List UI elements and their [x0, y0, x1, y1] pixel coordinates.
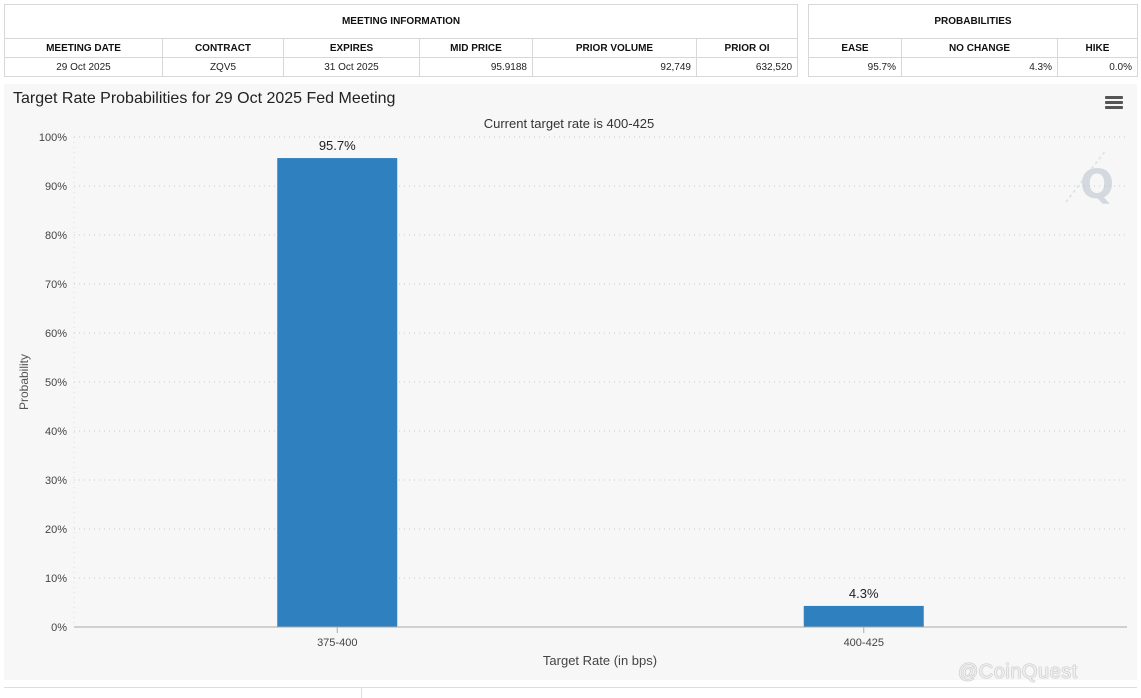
col-mid-price: MID PRICE [419, 38, 533, 58]
col-meeting-date: MEETING DATE [4, 38, 163, 58]
probabilities-header: PROBABILITIES [808, 4, 1138, 39]
chart-title: Target Rate Probabilities for 29 Oct 202… [13, 90, 396, 107]
col-no-change: NO CHANGE [901, 38, 1058, 58]
y-tick-label: 0% [51, 622, 67, 634]
col-prior-oi: PRIOR OI [695, 38, 799, 58]
bars: 95.7% 4.3% [277, 138, 924, 627]
y-tick-label: 10% [45, 573, 67, 585]
y-tick-label: 100% [39, 132, 67, 144]
ease-value: 95.7% [808, 57, 902, 77]
bar [803, 605, 924, 627]
prior-oi-value: 632,520 [695, 57, 799, 77]
y-tick-label: 60% [45, 328, 67, 340]
y-tick-label: 50% [45, 377, 67, 389]
y-tick-label: 70% [45, 279, 67, 291]
mid-price-value: 95.9188 [419, 57, 533, 77]
chart-panel: Target Rate Probabilities for 29 Oct 202… [4, 84, 1137, 680]
y-tick-label: 80% [45, 230, 67, 242]
table-row: 95.7% 4.3% 0.0% [808, 57, 1138, 77]
no-change-value: 4.3% [901, 57, 1058, 77]
col-ease: EASE [808, 38, 902, 58]
svg-text:Q: Q [1080, 162, 1114, 208]
col-contract: CONTRACT [162, 38, 284, 58]
probabilities-table: PROBABILITIES EASE NO CHANGE HIKE 95.7% … [808, 4, 1138, 77]
bar-chart: Current target rate is 400-425 0% 10% 20% 3… [17, 116, 1127, 668]
hamburger-menu-icon[interactable] [1105, 96, 1123, 109]
data-label: 95.7% [319, 138, 356, 153]
bar [277, 158, 398, 627]
bottom-table-strip [4, 687, 1137, 698]
y-axis-label: Probability [17, 354, 31, 410]
watermark: @CoinQuest [958, 661, 1078, 683]
y-tick-label: 20% [45, 524, 67, 536]
contract-value: ZQV5 [162, 57, 284, 77]
q-logo-icon: Q [1065, 149, 1114, 208]
y-tick-label: 30% [45, 475, 67, 487]
meeting-information-header: MEETING INFORMATION [3, 4, 799, 39]
y-tick-label: 90% [45, 181, 67, 193]
meeting-information-table: MEETING INFORMATION MEETING DATE CONTRAC… [3, 4, 799, 77]
gridlines [73, 136, 1127, 627]
data-label: 4.3% [849, 586, 879, 601]
chart-subtitle: Current target rate is 400-425 [484, 116, 655, 131]
x-tick-label: 375-400 [317, 637, 357, 649]
y-tick-label: 40% [45, 426, 67, 438]
expires-value: 31 Oct 2025 [283, 57, 420, 77]
x-tick-label: 400-425 [844, 637, 884, 649]
col-expires: EXPIRES [283, 38, 420, 58]
hike-value: 0.0% [1057, 57, 1138, 77]
col-hike: HIKE [1057, 38, 1138, 58]
table-row: 29 Oct 2025 ZQV5 31 Oct 2025 95.9188 92,… [4, 57, 799, 77]
x-axis-ticks: 375-400 400-425 [317, 627, 884, 649]
col-prior-volume: PRIOR VOLUME [532, 38, 697, 58]
meeting-date-value: 29 Oct 2025 [4, 57, 163, 77]
y-axis-ticks: 0% 10% 20% 30% 40% 50% 60% 70% 80% 90% 100% [39, 132, 67, 634]
x-axis-label: Target Rate (in bps) [543, 653, 657, 668]
prior-volume-value: 92,749 [532, 57, 697, 77]
